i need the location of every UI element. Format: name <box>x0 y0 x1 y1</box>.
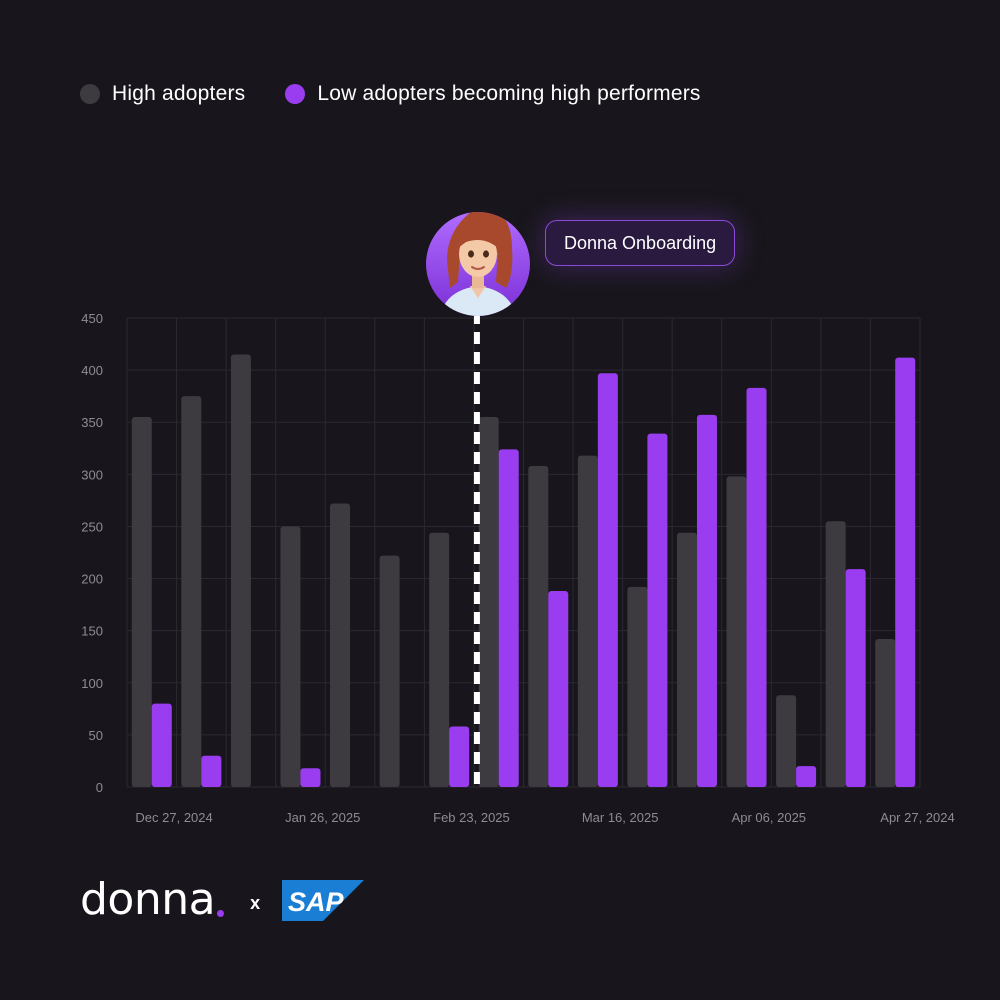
legend: High adopters Low adopters becoming high… <box>80 82 701 106</box>
y-tick-label: 0 <box>96 780 103 795</box>
donna-logo: donna <box>80 874 216 925</box>
bar-high-adopters <box>131 417 152 787</box>
bar-low-adopters <box>151 703 172 787</box>
bar-low-adopters <box>449 726 470 787</box>
legend-swatch-high <box>80 84 100 104</box>
x-tick-label: Jan 26, 2025 <box>285 810 360 825</box>
bar-low-adopters <box>498 449 519 787</box>
y-tick-label: 150 <box>81 624 103 639</box>
bar-high-adopters <box>181 396 202 787</box>
bar-high-adopters <box>577 455 598 787</box>
legend-label-high: High adopters <box>112 82 246 105</box>
y-tick-label: 300 <box>81 467 103 482</box>
legend-item-low-adopters: Low adopters becoming high performers <box>285 82 700 106</box>
donna-logo-dot <box>217 909 225 917</box>
bar-high-adopters <box>528 465 549 787</box>
bar-high-adopters <box>230 354 251 787</box>
y-tick-label: 250 <box>81 519 103 534</box>
bar-low-adopters <box>597 373 618 787</box>
donna-avatar <box>426 212 530 316</box>
x-tick-label: Apr 06, 2025 <box>732 810 806 825</box>
y-tick-label: 450 <box>81 311 103 326</box>
bar-high-adopters <box>627 586 648 787</box>
legend-swatch-low <box>285 84 306 104</box>
bar-low-adopters <box>548 591 569 787</box>
sap-logo-text: SAP <box>288 887 345 917</box>
brand-footer: donna x SAP <box>80 874 365 925</box>
y-tick-label: 50 <box>89 728 103 743</box>
bar-high-adopters <box>478 417 499 787</box>
bar-high-adopters <box>776 695 797 787</box>
bar-low-adopters <box>201 755 222 787</box>
bar-low-adopters <box>845 569 866 787</box>
bar-high-adopters <box>379 555 400 787</box>
y-tick-label: 400 <box>81 363 103 378</box>
bar-high-adopters <box>280 526 301 787</box>
bar-high-adopters <box>330 503 351 787</box>
bar-high-adopters <box>875 639 896 787</box>
y-tick-label: 350 <box>81 415 103 430</box>
bar-low-adopters <box>647 433 668 787</box>
bar-high-adopters <box>726 476 747 787</box>
x-tick-label: Dec 27, 2024 <box>135 810 212 825</box>
sap-logo: SAP <box>282 879 365 921</box>
y-tick-label: 200 <box>81 572 103 587</box>
x-tick-label: Apr 27, 2024 <box>880 810 954 825</box>
bar-high-adopters <box>825 521 846 787</box>
bar-low-adopters <box>300 768 321 787</box>
callout-label: Donna Onboarding <box>564 232 717 253</box>
y-tick-label: 100 <box>81 676 103 691</box>
bar-low-adopters <box>796 766 817 787</box>
legend-item-high-adopters: High adopters <box>80 82 245 106</box>
partnership-x: x <box>250 892 261 913</box>
bar-low-adopters <box>895 357 916 787</box>
x-tick-label: Mar 16, 2025 <box>582 810 659 825</box>
donna-onboarding-callout: Donna Onboarding <box>545 220 736 266</box>
bar-high-adopters <box>676 532 697 787</box>
bar-low-adopters <box>696 414 717 787</box>
legend-label-low: Low adopters becoming high performers <box>317 82 701 105</box>
x-tick-label: Feb 23, 2025 <box>433 810 510 825</box>
bar-low-adopters <box>746 387 767 787</box>
bar-high-adopters <box>429 532 450 787</box>
